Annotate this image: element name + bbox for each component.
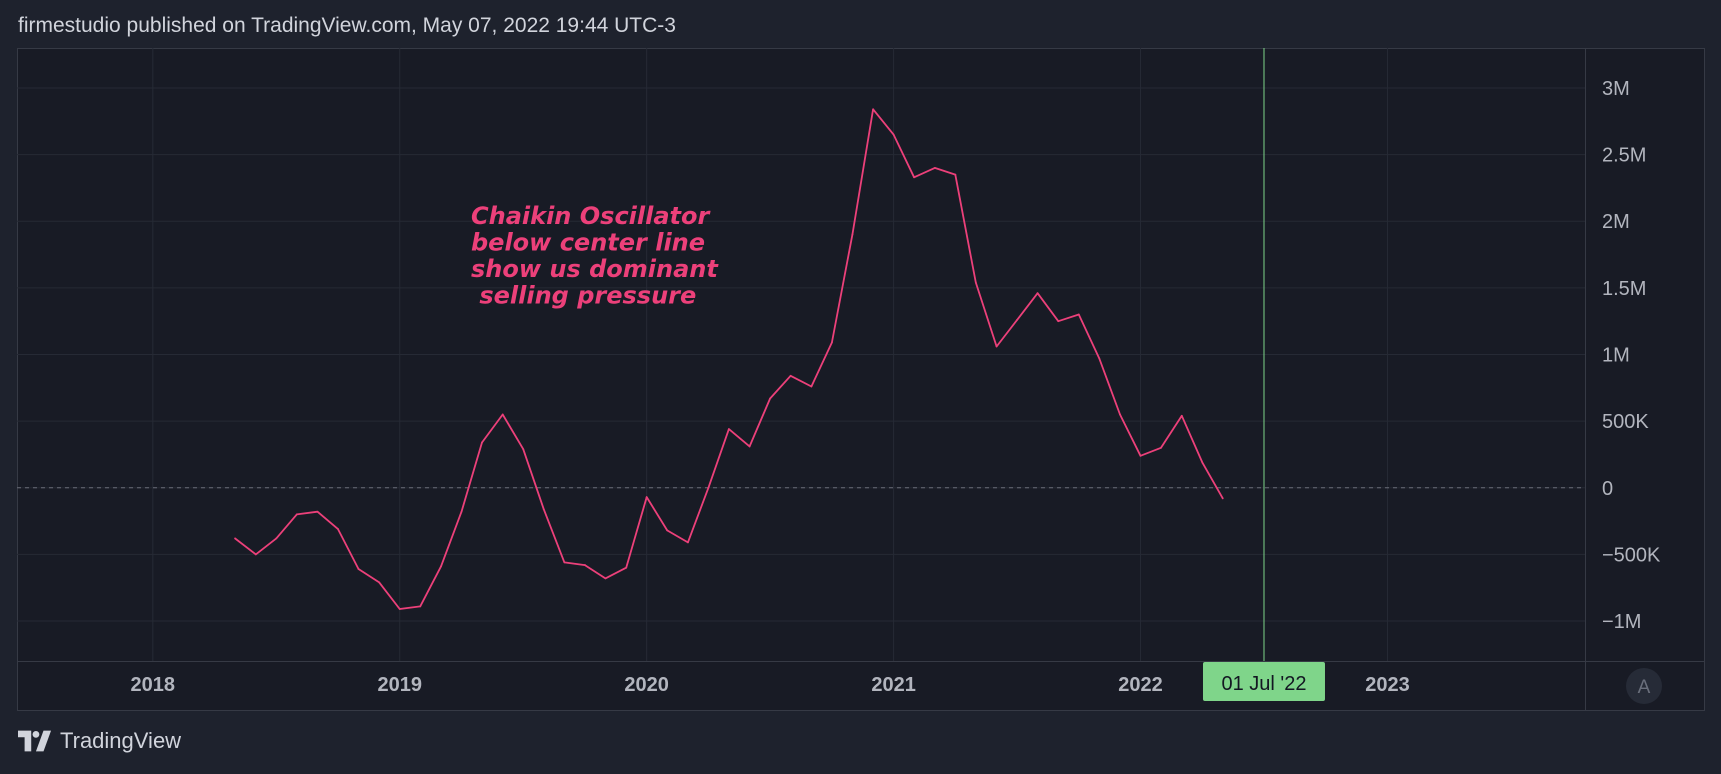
x-tick-label: 2021 xyxy=(871,674,916,696)
series-point xyxy=(419,605,422,608)
annotation-line: Chaikin Oscillator xyxy=(471,202,712,230)
series-point xyxy=(542,508,545,510)
series-point xyxy=(563,561,566,564)
series-point xyxy=(830,341,833,344)
series-point xyxy=(810,385,813,388)
series-point xyxy=(275,537,278,540)
y-tick-label: 2M xyxy=(1602,211,1630,233)
series-point xyxy=(1119,413,1121,416)
x-tick-label: 2023 xyxy=(1365,674,1410,696)
series-point xyxy=(954,173,957,176)
annotation-line: show us dominant xyxy=(471,255,719,283)
series-point xyxy=(1221,497,1224,500)
series-point xyxy=(337,528,339,530)
series-point xyxy=(398,608,401,610)
series-point xyxy=(1036,292,1039,295)
series-point xyxy=(501,413,504,416)
series-point xyxy=(254,553,257,556)
series-point xyxy=(769,397,772,400)
series-point xyxy=(378,581,381,584)
series-point xyxy=(316,510,319,513)
series-point xyxy=(357,568,360,570)
y-tick-label: 3M xyxy=(1602,78,1630,100)
series-point xyxy=(707,486,710,489)
tradingview-brand-text: TradingView xyxy=(60,728,182,753)
series-point xyxy=(440,565,442,568)
y-tick-label: 500K xyxy=(1602,411,1649,433)
series-point xyxy=(234,537,236,540)
series-point xyxy=(1057,320,1060,323)
publish-info: firmestudio published on TradingView.com… xyxy=(18,14,676,37)
chaikin-oscillator-series-line xyxy=(234,108,1224,610)
auto-scale-label: A xyxy=(1638,677,1651,698)
series-point xyxy=(974,281,977,284)
y-tick-label: 1M xyxy=(1602,345,1630,367)
series-point xyxy=(727,428,730,431)
series-point xyxy=(1098,357,1101,360)
series-point xyxy=(625,566,628,569)
series-point xyxy=(481,441,483,444)
series-point xyxy=(1201,461,1204,464)
series-point xyxy=(995,345,998,348)
x-tick-label: 2020 xyxy=(624,674,669,696)
y-tick-label: −1M xyxy=(1602,611,1641,633)
series-point xyxy=(1180,414,1183,417)
series-point xyxy=(789,374,792,377)
series-point xyxy=(851,233,854,236)
series-point xyxy=(687,541,689,544)
chart-panel[interactable] xyxy=(17,48,1705,711)
series-point xyxy=(460,510,463,513)
annotation-line: below center line xyxy=(471,229,705,257)
x-tick-label: 2022 xyxy=(1118,674,1163,696)
crosshair-date-label: 01 Jul '22 xyxy=(1202,662,1325,701)
svg-text:01 Jul '22: 01 Jul '22 xyxy=(1221,673,1306,695)
series-point xyxy=(892,133,895,136)
y-tick-label: 2.5M xyxy=(1602,145,1646,167)
y-tick-label: 1.5M xyxy=(1602,278,1646,300)
y-tick-label: −500K xyxy=(1602,544,1661,566)
series-point xyxy=(1139,454,1142,457)
y-tick-label: 0 xyxy=(1602,478,1613,500)
series-point xyxy=(1077,313,1080,316)
series-point xyxy=(933,167,936,169)
series-point xyxy=(584,564,586,566)
series-point xyxy=(913,176,915,179)
footer: TradingView xyxy=(18,728,181,754)
series-point xyxy=(1160,446,1162,449)
series-point xyxy=(872,108,875,111)
auto-scale-button[interactable]: A xyxy=(1626,668,1662,704)
annotation-line: selling pressure xyxy=(471,282,696,310)
series-point xyxy=(604,577,607,580)
series-point xyxy=(522,448,525,451)
tradingview-logo-icon xyxy=(18,730,52,752)
x-tick-label: 2019 xyxy=(377,674,422,696)
series-point xyxy=(1016,318,1018,321)
series-point xyxy=(295,513,298,516)
series-point xyxy=(645,496,648,498)
series-point xyxy=(748,445,751,448)
series-point xyxy=(666,529,669,532)
x-tick-label: 2018 xyxy=(131,674,176,696)
